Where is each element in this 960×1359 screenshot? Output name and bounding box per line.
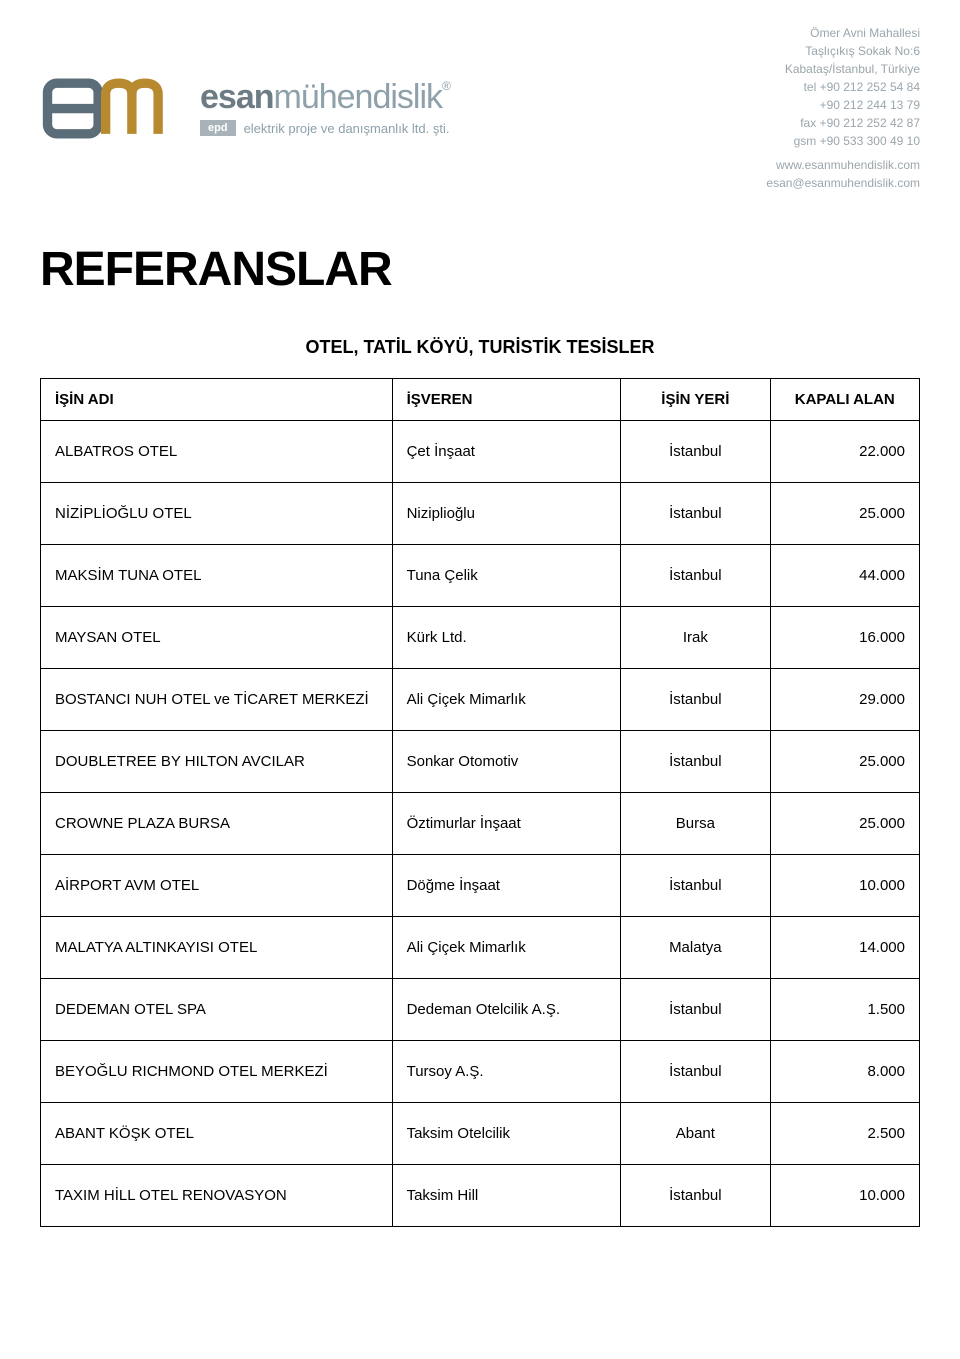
cell-name: ABANT KÖŞK OTEL (41, 1103, 393, 1165)
address-line: Taşlıçıkış Sokak No:6 (766, 42, 920, 60)
address-line: Ömer Avni Mahallesi (766, 24, 920, 42)
header-row: İŞİN ADI İŞVEREN İŞİN YERİ KAPALI ALAN (41, 379, 920, 421)
header-employer: İŞVEREN (392, 379, 621, 421)
table-row: MAKSİM TUNA OTELTuna Çelikİstanbul44.000 (41, 545, 920, 607)
cell-location: İstanbul (621, 979, 770, 1041)
cell-employer: Ali Çiçek Mimarlık (392, 917, 621, 979)
cell-location: Abant (621, 1103, 770, 1165)
cell-location: İstanbul (621, 483, 770, 545)
table-row: NİZİPLİOĞLU OTELNiziplioğluİstanbul25.00… (41, 483, 920, 545)
cell-name: CROWNE PLAZA BURSA (41, 793, 393, 855)
cell-name: NİZİPLİOĞLU OTEL (41, 483, 393, 545)
logo-icon (40, 66, 190, 151)
cell-employer: Döğme İnşaat (392, 855, 621, 917)
cell-location: Malatya (621, 917, 770, 979)
cell-location: Irak (621, 607, 770, 669)
cell-employer: Tuna Çelik (392, 545, 621, 607)
header-name: İŞİN ADI (41, 379, 393, 421)
cell-name: AİRPORT AVM OTEL (41, 855, 393, 917)
epd-badge: epd (200, 120, 236, 136)
references-table: OTEL, TATİL KÖYÜ, TURİSTİK TESİSLER İŞİN… (40, 315, 920, 1227)
cell-employer: Taksim Hill (392, 1165, 621, 1227)
cell-area: 44.000 (770, 545, 919, 607)
cell-employer: Kürk Ltd. (392, 607, 621, 669)
logo-block: esanmühendislik® epd elektrik proje ve d… (40, 24, 450, 192)
cell-area: 2.500 (770, 1103, 919, 1165)
cell-location: İstanbul (621, 669, 770, 731)
cell-area: 1.500 (770, 979, 919, 1041)
header-location: İŞİN YERİ (621, 379, 770, 421)
tagline-row: epd elektrik proje ve danışmanlık ltd. ş… (200, 120, 450, 136)
cell-name: MAYSAN OTEL (41, 607, 393, 669)
cell-area: 25.000 (770, 793, 919, 855)
brand-light: mühendislik (274, 78, 443, 116)
cell-location: Bursa (621, 793, 770, 855)
cell-employer: Dedeman Otelcilik A.Ş. (392, 979, 621, 1041)
cell-employer: Sonkar Otomotiv (392, 731, 621, 793)
page-title: REFERANSLAR (40, 242, 960, 297)
category-row: OTEL, TATİL KÖYÜ, TURİSTİK TESİSLER (41, 315, 920, 379)
cell-area: 10.000 (770, 1165, 919, 1227)
cell-area: 29.000 (770, 669, 919, 731)
table-row: DEDEMAN OTEL SPADedeman Otelcilik A.Ş.İs… (41, 979, 920, 1041)
address-block: Ömer Avni Mahallesi Taşlıçıkış Sokak No:… (766, 24, 920, 192)
cell-employer: Taksim Otelcilik (392, 1103, 621, 1165)
address-line: www.esanmuhendislik.com (766, 156, 920, 174)
cell-name: BEYOĞLU RICHMOND OTEL MERKEZİ (41, 1041, 393, 1103)
cell-area: 8.000 (770, 1041, 919, 1103)
cell-area: 10.000 (770, 855, 919, 917)
cell-name: TAXIM HİLL OTEL RENOVASYON (41, 1165, 393, 1227)
table-row: MAYSAN OTELKürk Ltd.Irak16.000 (41, 607, 920, 669)
brand-text: esanmühendislik® epd elektrik proje ve d… (200, 80, 450, 136)
brand-bold: esan (200, 78, 274, 116)
cell-area: 16.000 (770, 607, 919, 669)
cell-area: 25.000 (770, 731, 919, 793)
table-row: CROWNE PLAZA BURSAÖztimurlar İnşaatBursa… (41, 793, 920, 855)
cell-name: BOSTANCI NUH OTEL ve TİCARET MERKEZİ (41, 669, 393, 731)
brand-name: esanmühendislik® (200, 80, 450, 114)
cell-name: ALBATROS OTEL (41, 421, 393, 483)
tagline: elektrik proje ve danışmanlık ltd. şti. (244, 121, 450, 136)
cell-location: İstanbul (621, 421, 770, 483)
cell-employer: Tursoy A.Ş. (392, 1041, 621, 1103)
table-wrap: OTEL, TATİL KÖYÜ, TURİSTİK TESİSLER İŞİN… (0, 315, 960, 1227)
letterhead: esanmühendislik® epd elektrik proje ve d… (0, 0, 960, 202)
cell-area: 22.000 (770, 421, 919, 483)
cell-area: 14.000 (770, 917, 919, 979)
address-line: Kabataş/İstanbul, Türkiye (766, 60, 920, 78)
address-line: esan@esanmuhendislik.com (766, 174, 920, 192)
cell-location: İstanbul (621, 731, 770, 793)
table-row: MALATYA ALTINKAYISI OTELAli Çiçek Mimarl… (41, 917, 920, 979)
header-area: KAPALI ALAN (770, 379, 919, 421)
cell-name: DOUBLETREE BY HILTON AVCILAR (41, 731, 393, 793)
cell-location: İstanbul (621, 1041, 770, 1103)
cell-employer: Çet İnşaat (392, 421, 621, 483)
table-row: TAXIM HİLL OTEL RENOVASYONTaksim Hillİst… (41, 1165, 920, 1227)
table-row: AİRPORT AVM OTELDöğme İnşaatİstanbul10.0… (41, 855, 920, 917)
address-line: fax +90 212 252 42 87 (766, 114, 920, 132)
table-row: BEYOĞLU RICHMOND OTEL MERKEZİTursoy A.Ş.… (41, 1041, 920, 1103)
brand-registered: ® (442, 79, 450, 93)
cell-name: DEDEMAN OTEL SPA (41, 979, 393, 1041)
cell-location: İstanbul (621, 545, 770, 607)
cell-employer: Niziplioğlu (392, 483, 621, 545)
address-line: gsm +90 533 300 49 10 (766, 132, 920, 150)
cell-name: MALATYA ALTINKAYISI OTEL (41, 917, 393, 979)
address-line: +90 212 244 13 79 (766, 96, 920, 114)
table-row: ABANT KÖŞK OTELTaksim OtelcilikAbant2.50… (41, 1103, 920, 1165)
category-title: OTEL, TATİL KÖYÜ, TURİSTİK TESİSLER (55, 327, 906, 374)
table-row: ALBATROS OTELÇet İnşaatİstanbul22.000 (41, 421, 920, 483)
cell-employer: Öztimurlar İnşaat (392, 793, 621, 855)
table-row: DOUBLETREE BY HILTON AVCILARSonkar Otomo… (41, 731, 920, 793)
cell-employer: Ali Çiçek Mimarlık (392, 669, 621, 731)
cell-name: MAKSİM TUNA OTEL (41, 545, 393, 607)
cell-area: 25.000 (770, 483, 919, 545)
cell-location: İstanbul (621, 1165, 770, 1227)
table-row: BOSTANCI NUH OTEL ve TİCARET MERKEZİAli … (41, 669, 920, 731)
cell-location: İstanbul (621, 855, 770, 917)
address-line: tel +90 212 252 54 84 (766, 78, 920, 96)
